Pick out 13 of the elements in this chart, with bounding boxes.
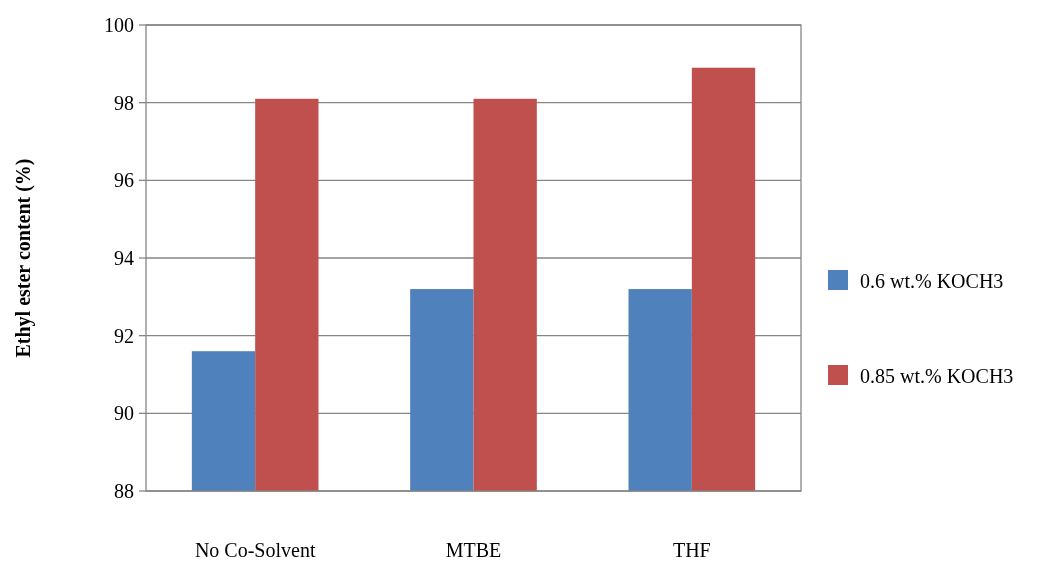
x-tick-label: MTBE <box>445 539 502 561</box>
x-tick-label: No Co-Solvent <box>194 539 316 561</box>
y-tick-label: 92 <box>114 324 134 347</box>
y-tick-label: 96 <box>114 169 134 192</box>
y-tick-label: 90 <box>114 402 134 425</box>
y-tick-label: 98 <box>114 91 134 114</box>
y-tick-label: 94 <box>114 247 134 269</box>
x-tick-label: THF <box>672 539 711 561</box>
y-tick-label: 88 <box>114 480 134 502</box>
legend-label: 0.85 wt.% KOCH3 <box>860 365 1014 387</box>
y-tick-label: 100 <box>104 14 134 36</box>
legend-label: 0.6 wt.% KOCH3 <box>860 270 1004 292</box>
y-axis-title: Ethyl ester content (%) <box>12 158 35 358</box>
